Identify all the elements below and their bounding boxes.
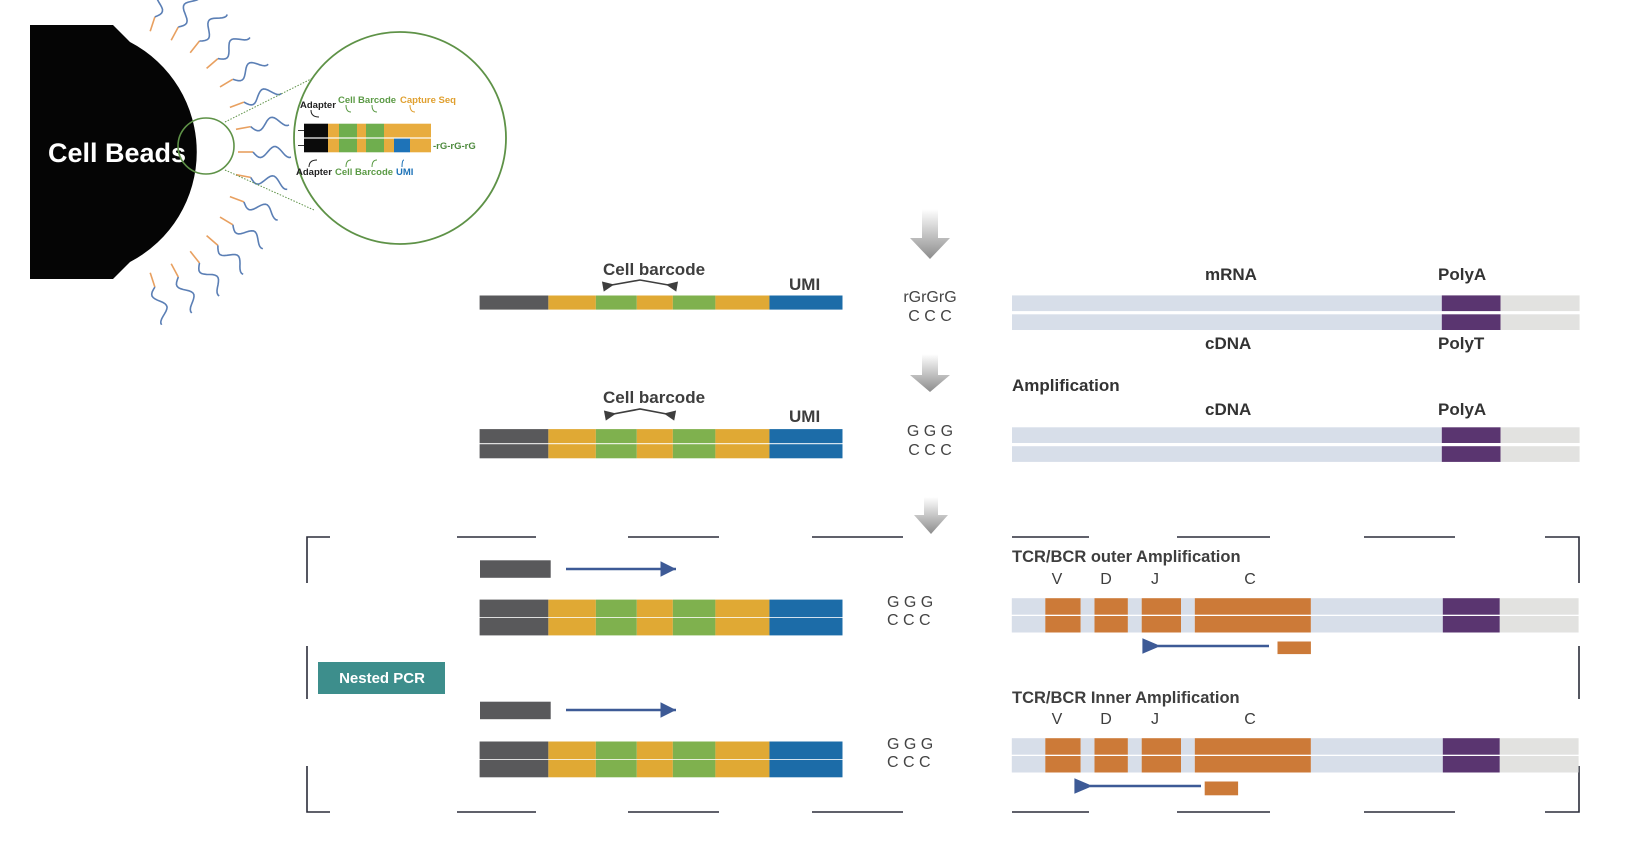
- svg-text:Adapter: Adapter: [300, 100, 336, 111]
- svg-text:Cell barcode: Cell barcode: [603, 388, 705, 407]
- svg-text:C C C: C C C: [887, 612, 931, 629]
- svg-text:Cell Barcode: Cell Barcode: [338, 95, 396, 106]
- svg-text:cDNA: cDNA: [1205, 334, 1251, 353]
- svg-text:-rG-rG-rG: -rG-rG-rG: [433, 141, 476, 152]
- svg-text:G G G: G G G: [907, 423, 953, 440]
- svg-text:C C C: C C C: [887, 754, 931, 771]
- svg-text:PolyA: PolyA: [1438, 265, 1486, 284]
- svg-text:V: V: [1052, 571, 1063, 588]
- svg-text:UMI: UMI: [789, 407, 820, 426]
- svg-text:G G G: G G G: [887, 594, 933, 611]
- svg-text:C C C: C C C: [908, 442, 952, 459]
- svg-text:Cell barcode: Cell barcode: [603, 260, 705, 279]
- svg-text:rGrGrG: rGrGrG: [903, 289, 956, 306]
- svg-text:D: D: [1100, 711, 1112, 728]
- svg-text:C: C: [1244, 571, 1256, 588]
- svg-text:Cell Beads: Cell Beads: [48, 138, 186, 168]
- svg-text:cDNA: cDNA: [1205, 400, 1251, 419]
- svg-text:C C C: C C C: [908, 308, 952, 325]
- svg-text:Cell Barcode: Cell Barcode: [335, 167, 393, 178]
- svg-text:PolyA: PolyA: [1438, 400, 1486, 419]
- svg-text:UMI: UMI: [396, 167, 413, 178]
- svg-text:D: D: [1100, 571, 1112, 588]
- svg-text:Amplification: Amplification: [1012, 376, 1120, 395]
- svg-text:PolyT: PolyT: [1438, 334, 1485, 353]
- svg-text:G G G: G G G: [887, 736, 933, 753]
- svg-text:V: V: [1052, 711, 1063, 728]
- svg-text:J: J: [1151, 571, 1159, 588]
- svg-text:C: C: [1244, 711, 1256, 728]
- svg-text:Nested PCR: Nested PCR: [339, 670, 425, 687]
- svg-text:TCR/BCR Inner Amplification: TCR/BCR Inner Amplification: [1012, 689, 1240, 707]
- svg-text:Capture Seq: Capture Seq: [400, 95, 456, 106]
- svg-text:TCR/BCR outer Amplification: TCR/BCR outer Amplification: [1012, 548, 1241, 566]
- svg-text:J: J: [1151, 711, 1159, 728]
- svg-text:mRNA: mRNA: [1205, 265, 1257, 284]
- svg-text:UMI: UMI: [789, 275, 820, 294]
- svg-text:Adapter: Adapter: [296, 167, 332, 178]
